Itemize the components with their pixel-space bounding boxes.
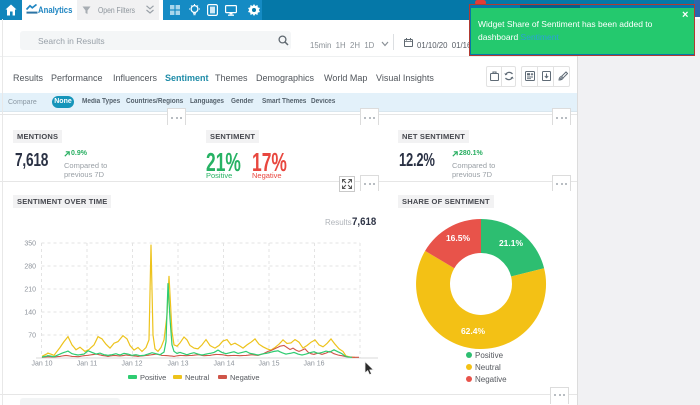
svg-text:21.1%: 21.1% — [499, 238, 524, 248]
svg-text:Jan 10: Jan 10 — [31, 361, 52, 368]
svg-text:70: 70 — [28, 333, 36, 340]
svg-text:16.5%: 16.5% — [446, 233, 471, 243]
svg-text:Neutral: Neutral — [475, 363, 501, 372]
svg-text:Negative: Negative — [475, 375, 507, 384]
svg-text:Jan 12: Jan 12 — [121, 361, 142, 368]
svg-text:350: 350 — [24, 241, 36, 248]
svg-text:Positive: Positive — [475, 351, 504, 360]
svg-text:280: 280 — [24, 264, 36, 271]
svg-text:Positive: Positive — [140, 373, 166, 382]
svg-text:Jan 13: Jan 13 — [167, 361, 188, 368]
svg-text:Negative: Negative — [230, 373, 260, 382]
svg-text:62.4%: 62.4% — [461, 326, 486, 336]
svg-text:Jan 11: Jan 11 — [77, 361, 98, 368]
svg-text:Jan 14: Jan 14 — [213, 361, 234, 368]
svg-text:140: 140 — [24, 310, 36, 317]
svg-text:Jan 16: Jan 16 — [303, 361, 324, 368]
svg-text:Jan 15: Jan 15 — [258, 361, 279, 368]
svg-text:Neutral: Neutral — [185, 373, 210, 382]
svg-text:210: 210 — [24, 287, 36, 294]
